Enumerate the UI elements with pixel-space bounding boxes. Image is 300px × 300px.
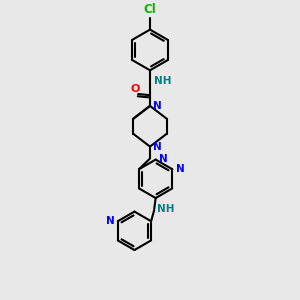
Text: NH: NH <box>154 76 171 86</box>
Text: O: O <box>130 84 140 94</box>
Text: N: N <box>153 142 162 152</box>
Text: N: N <box>153 101 162 111</box>
Text: N: N <box>159 154 168 164</box>
Text: N: N <box>106 217 115 226</box>
Text: Cl: Cl <box>144 3 156 16</box>
Text: NH: NH <box>157 204 175 214</box>
Text: N: N <box>176 164 184 175</box>
